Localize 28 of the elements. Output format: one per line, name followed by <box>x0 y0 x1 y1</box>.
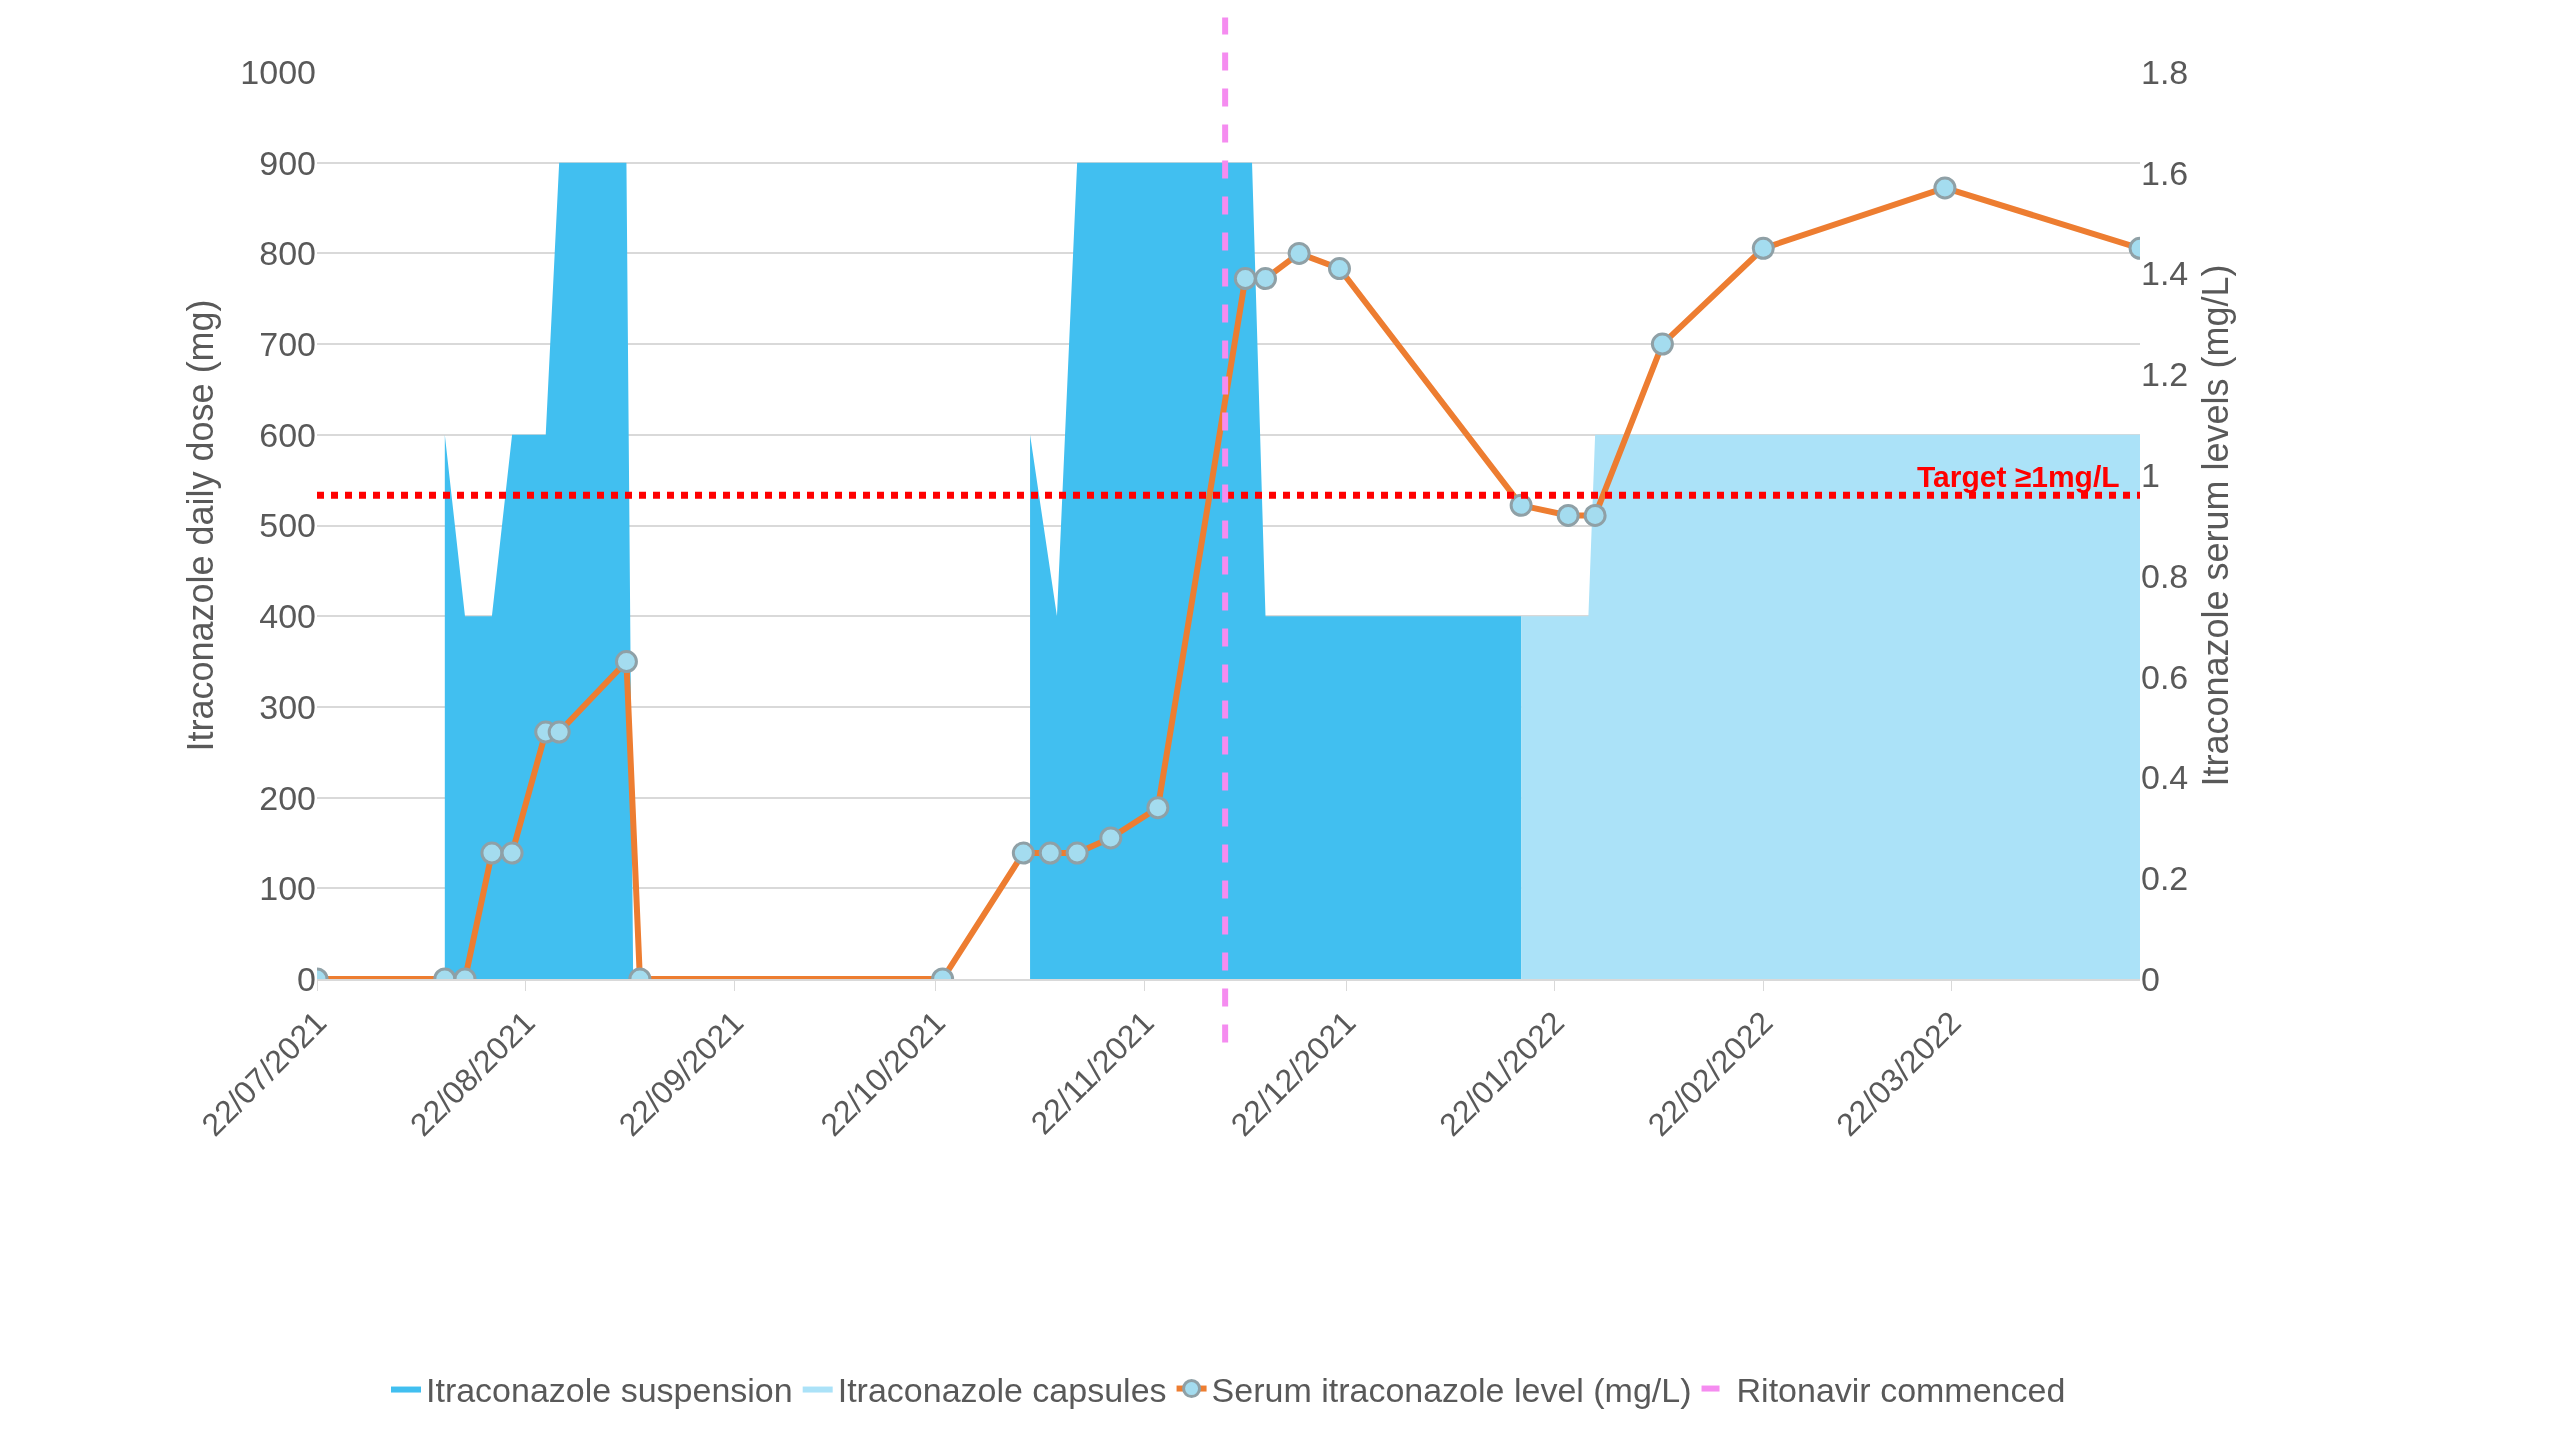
legend-label: Ritonavir commenced <box>1736 1370 2066 1409</box>
y2-tick-label: 0 <box>2141 959 2160 998</box>
y2-tick-label: 1 <box>2141 456 2160 495</box>
y-tick-label: 300 <box>259 687 316 726</box>
y-tick-label: 800 <box>259 234 316 273</box>
legend-label: Serum itraconazole level (mg/L) <box>1211 1370 1692 1409</box>
y2-tick-label: 1.2 <box>2141 355 2189 394</box>
y2-tick-label: 0.2 <box>2141 859 2189 898</box>
legend-label: Itraconazole suspension <box>426 1370 793 1409</box>
y-tick-label: 400 <box>259 597 316 636</box>
legend-label: Itraconazole capsules <box>837 1370 1167 1409</box>
y-tick-label: 900 <box>259 143 316 182</box>
y2-tick-label: 1.8 <box>2141 52 2189 91</box>
y2-tick-label: 0.4 <box>2141 758 2189 797</box>
y2-tick-label: 0.6 <box>2141 657 2189 696</box>
y-tick-label: 200 <box>259 778 316 817</box>
y-axis-title: Itraconazole daily dose (mg) <box>180 299 222 752</box>
y-tick-label: 700 <box>259 325 316 363</box>
y-tick-label: 1000 <box>240 52 316 91</box>
y2-tick-label: 1.6 <box>2141 153 2189 192</box>
y-tick-label: 0 <box>297 959 316 998</box>
y-tick-label: 600 <box>259 415 316 454</box>
y-tick-label: 100 <box>259 869 316 908</box>
y-tick-label: 500 <box>259 506 316 545</box>
y2-tick-label: 0.8 <box>2141 556 2189 595</box>
ref-line-label: Target ≥1mg/L <box>1917 460 2120 493</box>
y2-axis-title: Itraconazole serum levels (mg/L) <box>2194 264 2236 787</box>
y2-tick-label: 1.4 <box>2141 254 2189 293</box>
